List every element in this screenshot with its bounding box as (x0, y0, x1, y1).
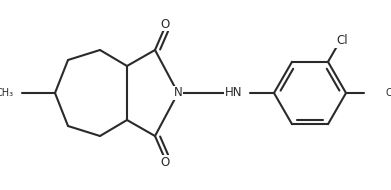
Text: CH₃: CH₃ (0, 88, 14, 98)
Text: O: O (160, 155, 170, 169)
Text: HN: HN (225, 86, 243, 98)
Text: Cl: Cl (336, 34, 348, 47)
Text: N: N (174, 86, 182, 100)
Text: CH₃: CH₃ (386, 88, 391, 98)
Text: O: O (160, 17, 170, 31)
